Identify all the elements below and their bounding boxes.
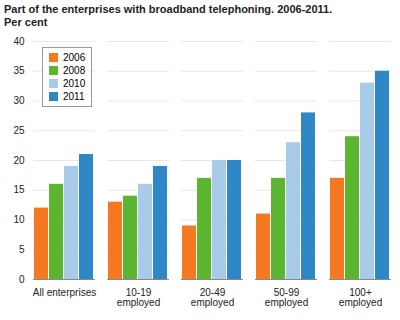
- svg-text:0: 0: [19, 274, 25, 285]
- svg-text:10: 10: [13, 214, 25, 225]
- svg-text:50-99employed: 50-99employed: [265, 287, 308, 308]
- svg-text:All enterprises: All enterprises: [33, 287, 96, 298]
- svg-text:10-19employed: 10-19employed: [117, 287, 160, 308]
- html-text:Part of the enterprises with b: Part of the enterprises with broadband t…: [4, 3, 333, 15]
- html-text:Per cent: Per cent: [4, 16, 48, 28]
- svg-text:20: 20: [13, 155, 25, 166]
- html-text:2006: 2006: [63, 52, 86, 63]
- svg-text:35: 35: [13, 65, 25, 76]
- html-text:2011: 2011: [63, 91, 85, 102]
- html-text:2010: 2010: [63, 78, 86, 89]
- svg-text:40: 40: [13, 36, 25, 47]
- svg-text:30: 30: [13, 95, 25, 106]
- svg-text:25: 25: [13, 125, 25, 136]
- svg-text:100+employed: 100+employed: [339, 287, 382, 308]
- svg-text:20-49employed: 20-49employed: [191, 287, 234, 308]
- svg-text:15: 15: [13, 184, 25, 195]
- svg-text:5: 5: [19, 244, 25, 255]
- html-text:2008: 2008: [63, 65, 86, 76]
